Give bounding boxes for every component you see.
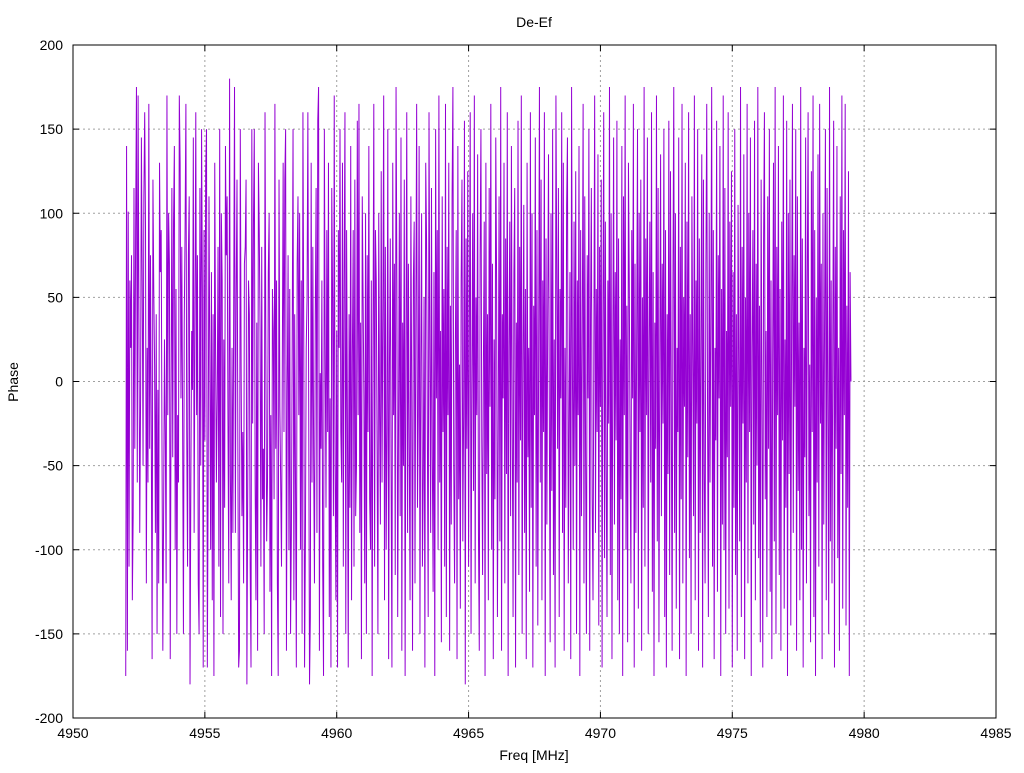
chart-title: De-Ef (516, 14, 552, 30)
plot-frame (72, 44, 997, 719)
x-tick-label: 4980 (849, 725, 880, 741)
x-tick-label: 4950 (57, 725, 88, 741)
x-tick-label: 4955 (189, 725, 220, 741)
x-tick-label: 4975 (717, 725, 748, 741)
x-axis-label: Freq [MHz] (499, 747, 568, 763)
y-tick-label: 200 (40, 37, 64, 53)
y-tick-label: 50 (47, 289, 63, 305)
y-tick-label: 150 (40, 121, 64, 137)
x-tick-label: 4970 (585, 725, 616, 741)
x-tick-label: 4960 (321, 725, 352, 741)
y-tick-label: -200 (35, 710, 63, 726)
y-tick-label: 100 (40, 205, 64, 221)
data-layer (125, 78, 852, 685)
y-tick-label: -50 (43, 458, 63, 474)
x-tick-label: 4985 (980, 725, 1011, 741)
y-tick-label: 0 (55, 374, 63, 390)
y-axis-label: Phase (5, 362, 21, 402)
tick-layer: 4950 4955 4960 4965 4970 4975 4980 4985 -200 -150… (35, 37, 1012, 741)
x-tick-label: 4965 (453, 725, 484, 741)
y-tick-label: -100 (35, 542, 63, 558)
y-tick-label: -150 (35, 626, 63, 642)
phase-series-line (125, 78, 852, 685)
